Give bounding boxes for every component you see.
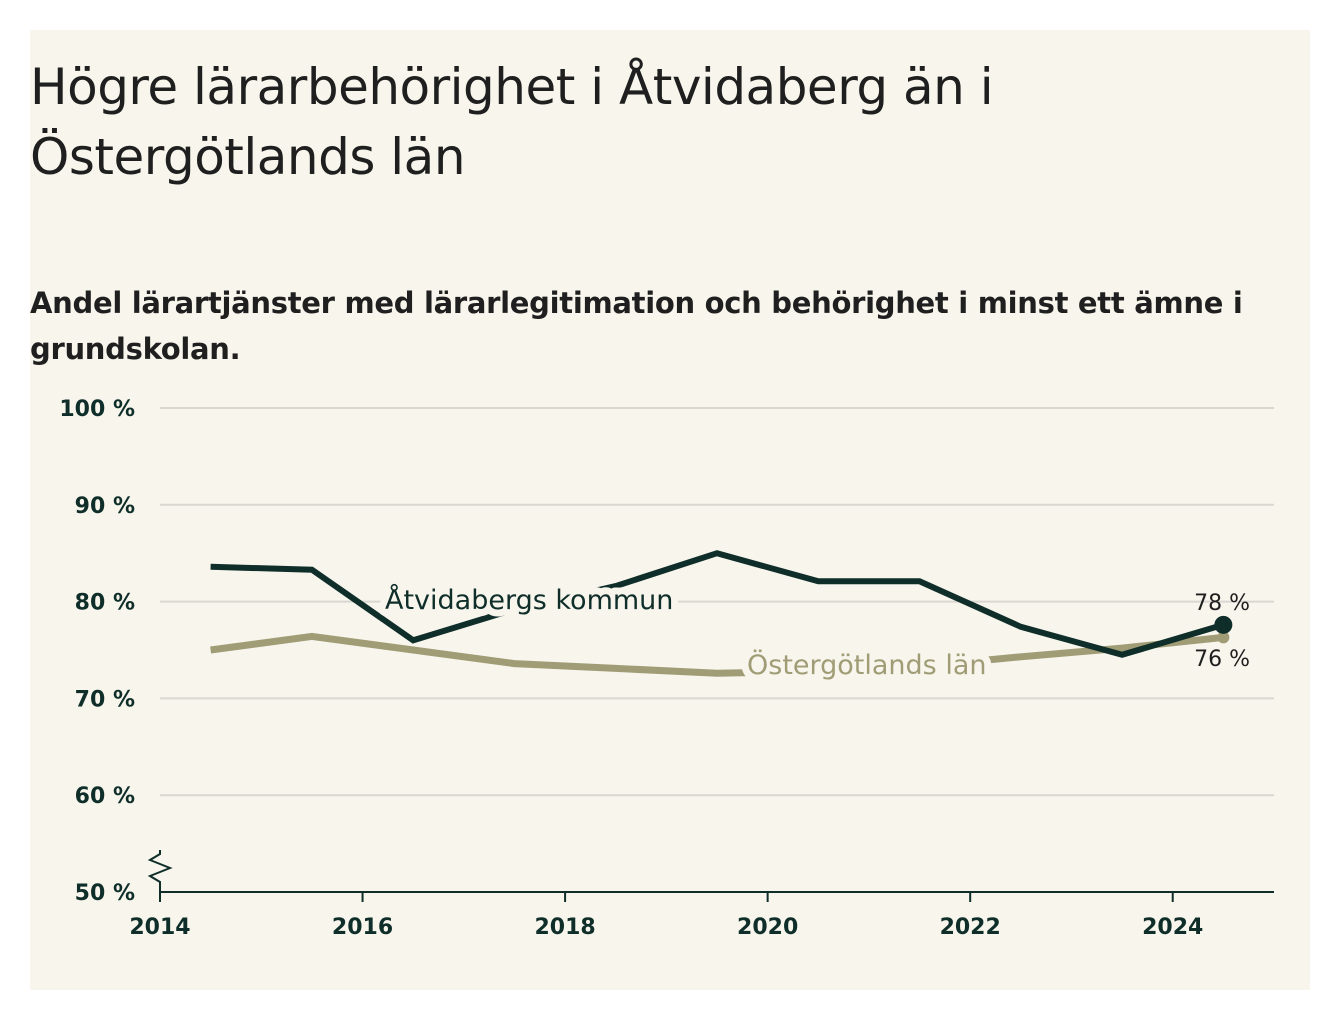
series-lines <box>210 550 1233 677</box>
x-tick-label: 2016 <box>332 915 393 940</box>
y-tick-label: 60 % <box>75 784 135 809</box>
grid-lines <box>160 407 1274 797</box>
end-value-atvidaberg: 78 % <box>1194 591 1250 616</box>
chart-title: Högre lärarbehörighet i Åtvidaberg än i … <box>30 58 994 186</box>
x-tick-label: 2022 <box>940 915 1001 940</box>
series-label-ostergotland: Östergötlands län <box>747 649 987 681</box>
chart-card <box>30 30 1310 990</box>
chart-subtitle: Andel lärartjänster med lärarlegitimatio… <box>30 286 1243 366</box>
series-line-atvidaberg <box>210 550 1225 658</box>
end-value-ostergotland: 76 % <box>1194 647 1250 672</box>
y-tick-label: 80 % <box>75 591 135 616</box>
y-tick-label: 70 % <box>75 687 135 712</box>
axis-break-icon <box>147 850 173 892</box>
series-label-atvidaberg: Åtvidabergs kommun <box>385 584 673 616</box>
y-tick-label: 90 % <box>75 494 135 519</box>
x-tick-label: 2024 <box>1142 915 1203 940</box>
end-point-ostergotland <box>1217 631 1230 644</box>
y-tick-label: 100 % <box>59 397 135 422</box>
x-axis: 2014 2016 2018 2020 2022 2024 <box>129 850 1274 940</box>
y-axis-ticks: 100 % 90 % 80 % 70 % 60 % 50 % <box>59 397 135 906</box>
series-line-ostergotland <box>210 632 1224 677</box>
x-tick-label: 2014 <box>129 915 190 940</box>
x-tick-label: 2020 <box>737 915 798 940</box>
series-labels: Åtvidabergs kommun Östergötlands län 78 % 7… <box>378 577 1250 688</box>
end-point-atvidaberg <box>1214 615 1233 634</box>
y-tick-label: 50 % <box>75 881 135 906</box>
x-tick-label: 2018 <box>534 915 595 940</box>
